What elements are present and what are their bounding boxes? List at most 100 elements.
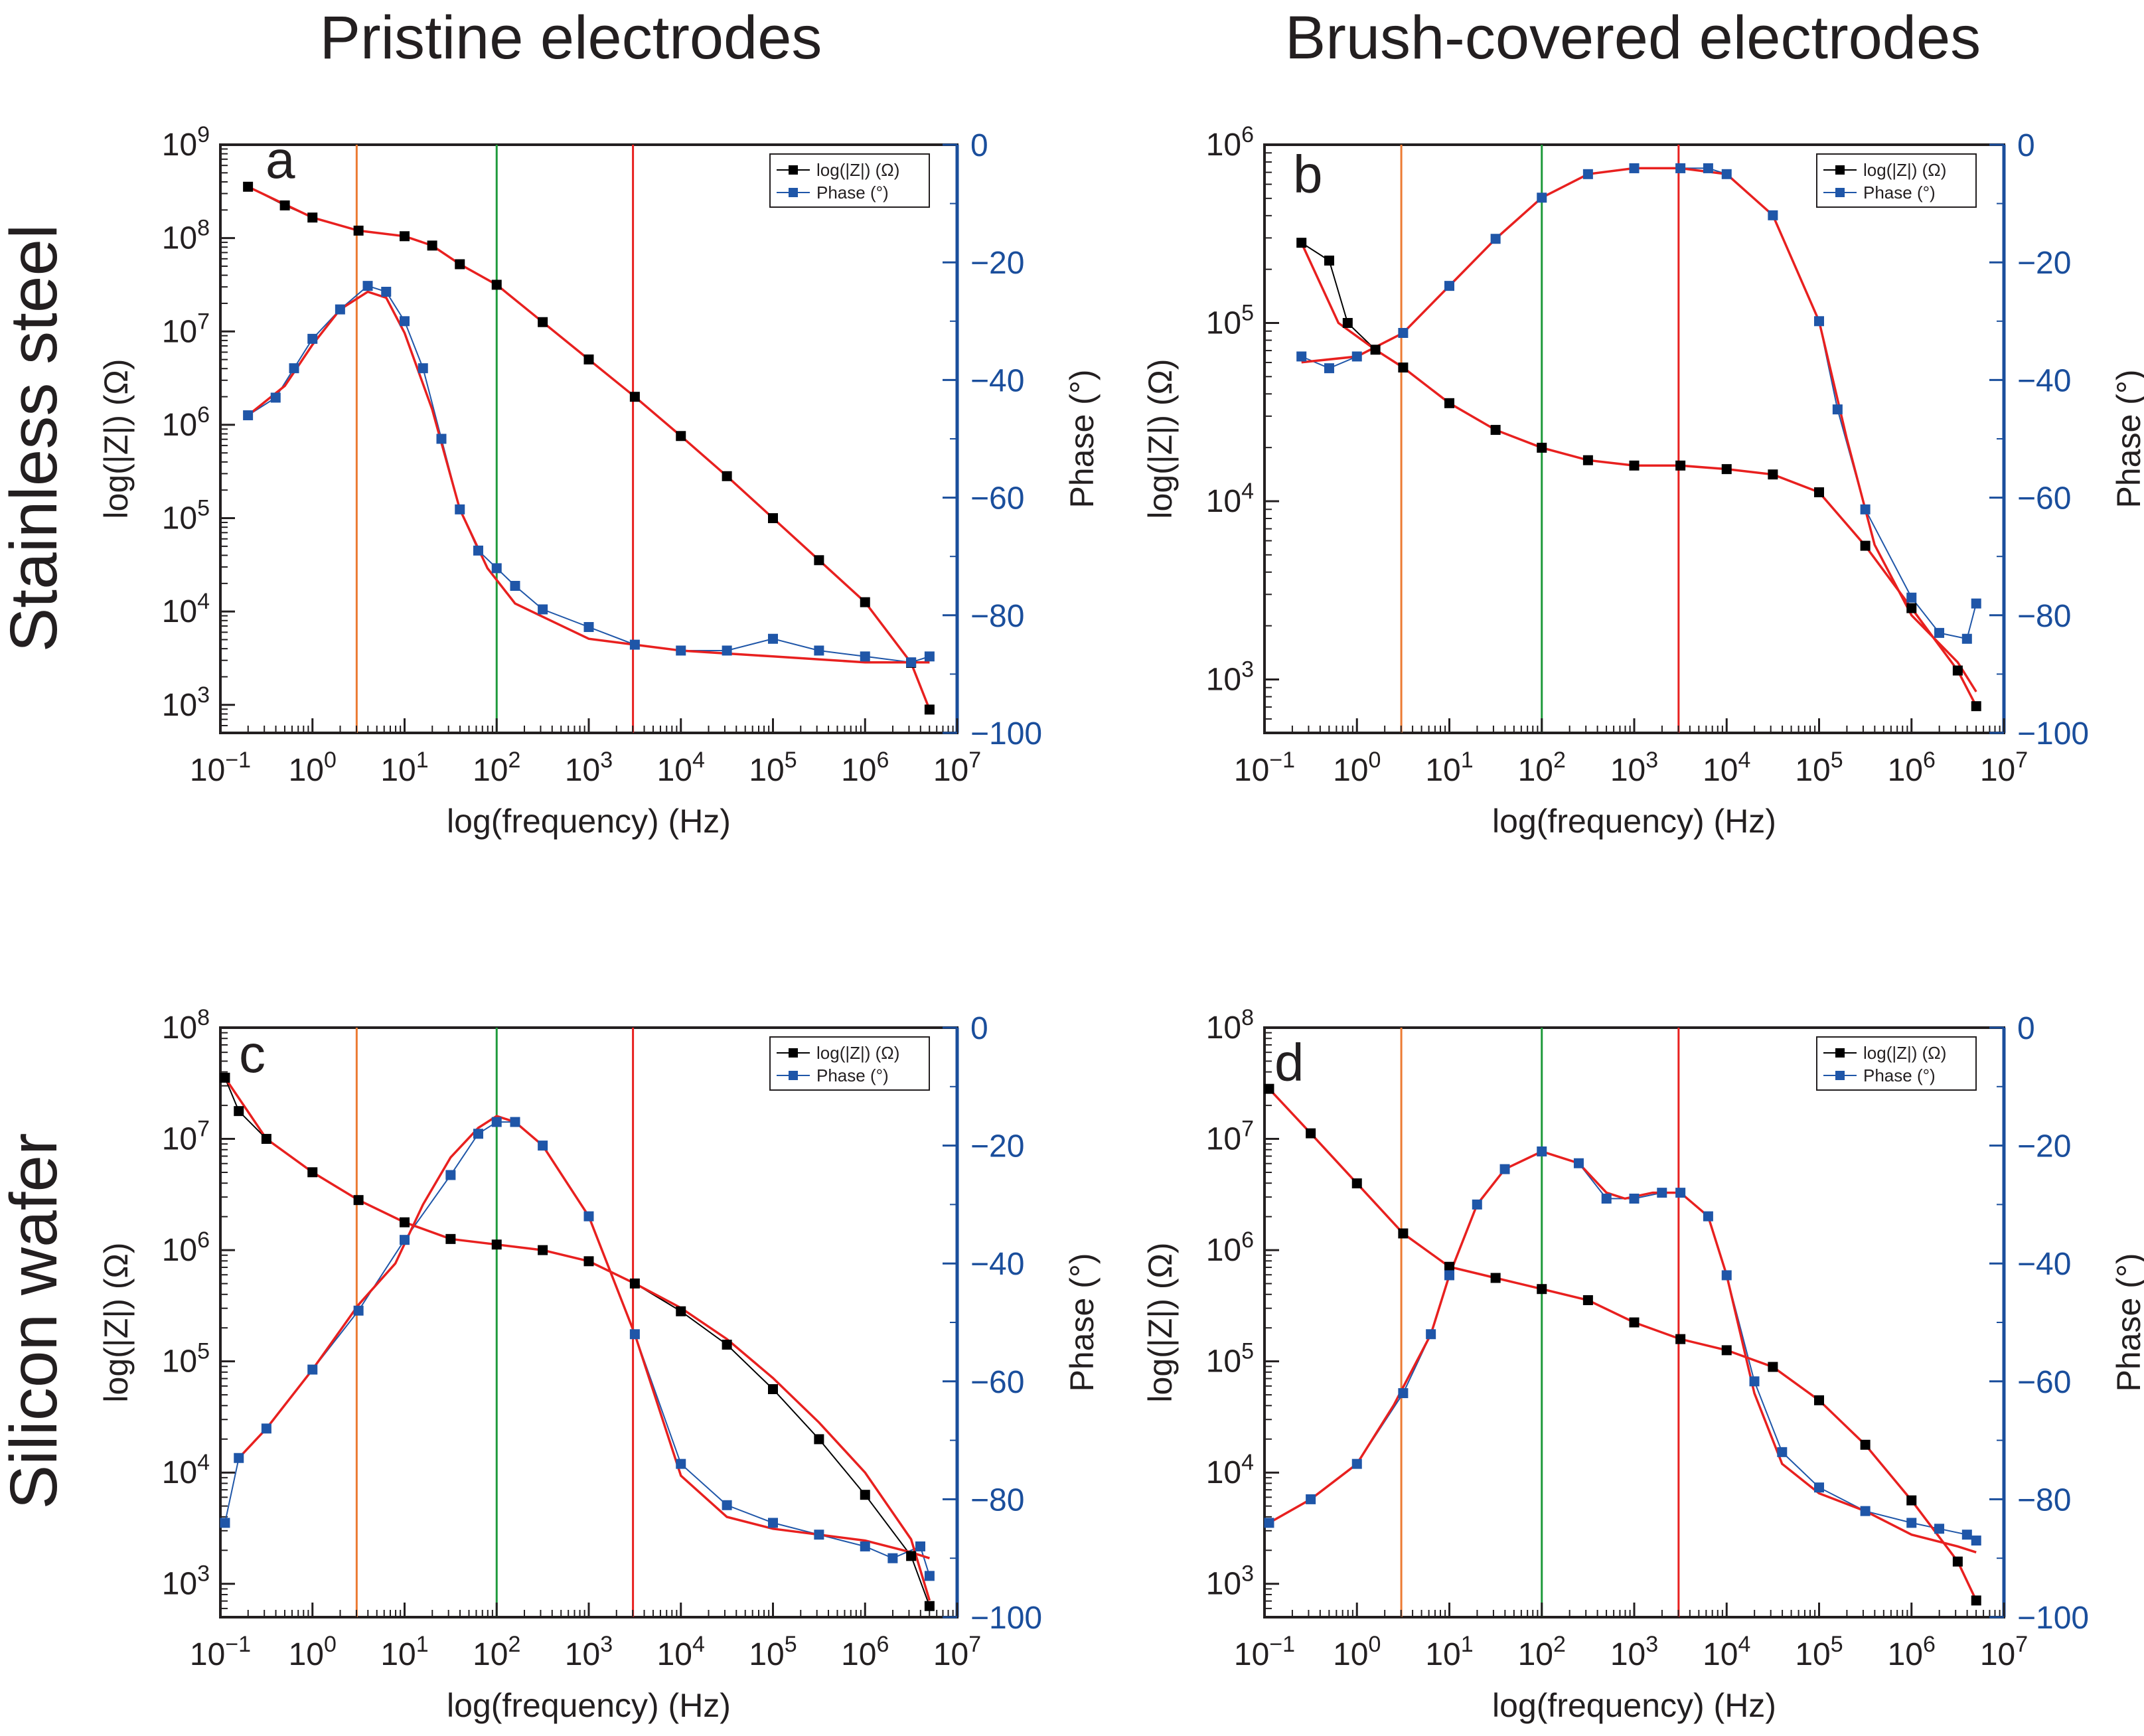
x-tick-label: 103 (1610, 1632, 1658, 1672)
impedance-point (768, 513, 778, 524)
impedance-point (860, 1490, 870, 1500)
phase-point (491, 1117, 502, 1127)
y-tick-label: 105 (1206, 1339, 1254, 1380)
phase-point (1934, 1524, 1945, 1534)
impedance-point (1342, 317, 1353, 328)
phase-point (1961, 633, 1972, 644)
y2-tick-label: −80 (2017, 599, 2071, 634)
phase-point (1472, 1199, 1482, 1210)
phase-point (491, 563, 502, 574)
phase-point (1490, 234, 1501, 244)
x-tick-label: 103 (565, 1632, 613, 1672)
plot-frame (219, 1026, 958, 1618)
impedance-point (1351, 1178, 1362, 1189)
phase-point (473, 545, 483, 556)
y-tick-label: 107 (162, 309, 210, 349)
x-tick-label: 103 (1610, 748, 1658, 788)
phase-point (1768, 210, 1778, 220)
y2-tick-label: −40 (2017, 1247, 2071, 1282)
y2-tick-label: −20 (2017, 246, 2071, 281)
x-tick-label: 100 (1333, 1632, 1381, 1672)
phase-point (860, 651, 870, 662)
phase-point (1629, 1194, 1640, 1204)
phase-connector-line (248, 285, 930, 663)
phase-point (1426, 1329, 1436, 1340)
impedance-point (455, 259, 465, 270)
impedance-point (1768, 469, 1778, 480)
legend-box (1816, 1036, 1977, 1091)
impedance-point (261, 1134, 271, 1144)
y2-tick-label: −60 (970, 1365, 1024, 1400)
y2-tick-label: −100 (2017, 716, 2089, 751)
y-tick-label: 107 (1206, 1117, 1254, 1157)
phase-point (510, 1117, 520, 1127)
x-tick-label: 104 (1703, 1632, 1750, 1672)
y-tick-label: 103 (162, 1561, 210, 1602)
legend: log(|Z|) (Ω)Phase (°) (769, 1036, 930, 1091)
x-axis-label: log(frequency) (Hz) (1492, 803, 1776, 840)
impedance-point (1296, 238, 1307, 248)
x-tick-label: 102 (473, 1632, 520, 1672)
impedance-point (445, 1233, 456, 1244)
phase-point (1832, 404, 1843, 415)
phase-point (270, 392, 281, 403)
phase-point (436, 434, 447, 444)
x-tick-label: 105 (1795, 1632, 1843, 1672)
y2-tick-label: −80 (970, 1482, 1024, 1518)
impedance-point (722, 471, 732, 481)
phase-point (1675, 1188, 1686, 1198)
y-tick-label: 109 (162, 122, 210, 163)
phase-point (722, 1500, 732, 1510)
legend-phase-label: Phase (°) (1863, 183, 1936, 202)
phase-point (1398, 1388, 1409, 1399)
phase-point (473, 1129, 483, 1139)
impedance-point (1264, 1083, 1274, 1094)
x-tick-label: 104 (1703, 748, 1750, 788)
x-tick-label: 101 (380, 1632, 428, 1672)
y-tick-label: 104 (162, 1450, 210, 1490)
y-tick-label: 106 (1206, 1227, 1254, 1268)
impedance-point (1444, 1261, 1454, 1272)
y-tick-label: 106 (162, 402, 210, 443)
phase-point (335, 304, 345, 315)
impedance-connector-line (224, 1077, 931, 1607)
y2-tick-label: −100 (2017, 1601, 2089, 1636)
phase-fit-line (247, 290, 930, 664)
x-axis-label: log(frequency) (Hz) (447, 803, 731, 840)
impedance-point (1537, 442, 1547, 453)
plot-frame (1263, 143, 2005, 734)
x-tick-label: 106 (841, 748, 889, 788)
y-tick-label: 107 (162, 1117, 210, 1157)
phase-point (1934, 627, 1945, 638)
phase-point (1499, 1164, 1510, 1174)
x-tick-label: 101 (380, 748, 428, 788)
y-tick-label: 103 (1206, 1561, 1254, 1602)
x-tick-label: 102 (473, 748, 520, 788)
impedance-point (924, 1601, 935, 1611)
x-tick-label: 10−1 (1234, 748, 1295, 788)
phase-point (1582, 169, 1593, 179)
impedance-point (353, 225, 364, 236)
x-tick-label: 101 (1425, 1632, 1473, 1672)
impedance-point (814, 1434, 824, 1445)
x-tick-label: 100 (1333, 748, 1381, 788)
row-title-stainless-steel: Stainless steel (0, 224, 71, 653)
phase-point (1860, 504, 1871, 514)
legend: log(|Z|) (Ω)Phase (°) (769, 153, 930, 208)
row-title-silicon-wafer: Silicon wafer (0, 1133, 71, 1510)
phase-point (583, 622, 594, 633)
impedance-point (1537, 1284, 1547, 1295)
impedance-point (1398, 1228, 1409, 1239)
phase-point (400, 316, 410, 327)
chart-panels: 10−1 100 101 102 103 104 105 106 107 103 104 105 106… (98, 122, 2144, 1724)
panel-a: 10−1 100 101 102 103 104 105 106 107 103 104 105 106… (98, 122, 1101, 840)
x-tick-label: 107 (933, 748, 981, 788)
impedance-point (1306, 1128, 1316, 1139)
phase-point (1296, 351, 1307, 362)
phase-point (510, 581, 520, 591)
x-tick-label: 107 (933, 1632, 981, 1672)
impedance-point (676, 431, 686, 441)
impedance-point (1952, 1556, 1963, 1567)
impedance-point (1324, 256, 1334, 266)
impedance-point (1629, 460, 1640, 471)
